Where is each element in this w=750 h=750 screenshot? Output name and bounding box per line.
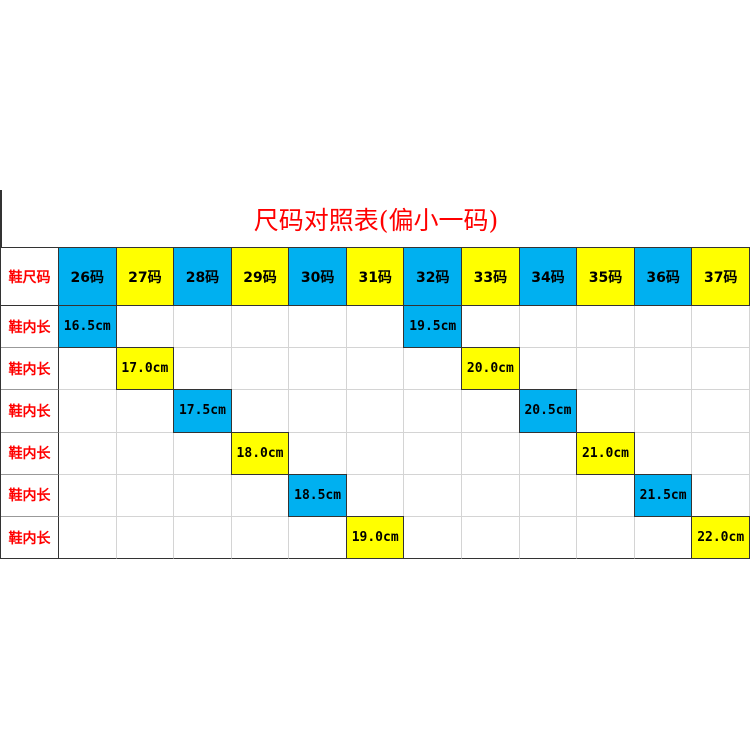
length-cell: 18.5cm (288, 473, 347, 517)
length-cell: 20.5cm (518, 389, 578, 433)
empty-cell (692, 474, 750, 517)
size-header: 37码 (692, 248, 750, 306)
empty-cell (692, 306, 750, 349)
empty-cell (404, 390, 463, 433)
empty-cell (289, 390, 347, 433)
empty-cell (289, 516, 347, 560)
size-header: 28码 (174, 248, 232, 306)
empty-cell (462, 516, 520, 560)
row-label: 鞋内长 (1, 474, 59, 517)
size-header: 32码 (404, 248, 463, 306)
empty-cell (346, 432, 405, 475)
empty-cell (116, 432, 175, 475)
length-cell: 17.5cm (173, 389, 232, 433)
empty-cell (462, 390, 520, 433)
empty-cell (231, 306, 290, 349)
size-header: 34码 (519, 248, 578, 306)
header-label: 鞋尺码 (1, 248, 59, 306)
empty-cell (577, 390, 635, 433)
length-cell: 21.0cm (576, 431, 635, 475)
row-label: 鞋内长 (1, 348, 59, 391)
empty-cell (404, 516, 463, 560)
empty-cell (289, 306, 347, 349)
size-header: 26码 (59, 248, 117, 306)
row-label: 鞋内长 (1, 390, 59, 433)
empty-cell (346, 474, 405, 517)
row-label: 鞋内长 (1, 516, 59, 560)
empty-cell (519, 348, 578, 391)
size-table: 鞋尺码 26码 27码 28码 29码 30码 31码 32码 33码 34码 35码 36码 37码鞋… (0, 247, 750, 560)
empty-cell (174, 474, 232, 517)
length-cell: 17.0cm (115, 347, 175, 391)
row-label: 鞋内长 (1, 306, 59, 349)
empty-cell (174, 306, 232, 349)
empty-cell (289, 348, 347, 391)
empty-cell (346, 390, 405, 433)
length-cell: 19.0cm (345, 515, 405, 560)
empty-cell (116, 516, 175, 560)
empty-cell (634, 348, 693, 391)
size-header: 30码 (289, 248, 347, 306)
empty-cell (231, 516, 290, 560)
empty-cell (519, 516, 578, 560)
length-cell: 18.0cm (230, 431, 290, 475)
empty-cell (116, 306, 175, 349)
size-header: 27码 (116, 248, 175, 306)
empty-cell (634, 432, 693, 475)
empty-cell (634, 516, 693, 560)
empty-cell (231, 474, 290, 517)
empty-cell (577, 348, 635, 391)
size-header: 33码 (462, 248, 520, 306)
empty-cell (59, 474, 117, 517)
empty-cell (519, 474, 578, 517)
empty-cell (519, 306, 578, 349)
size-header: 29码 (231, 248, 290, 306)
empty-cell (692, 390, 750, 433)
empty-cell (346, 306, 405, 349)
empty-cell (692, 432, 750, 475)
length-cell: 21.5cm (633, 473, 693, 517)
length-cell: 19.5cm (403, 305, 463, 349)
empty-cell (174, 432, 232, 475)
length-cell: 16.5cm (58, 305, 117, 349)
row-label: 鞋内长 (1, 432, 59, 475)
empty-cell (577, 474, 635, 517)
chart-title: 尺码对照表(偏小一码) (0, 190, 750, 247)
length-cell: 22.0cm (691, 515, 750, 560)
empty-cell (577, 306, 635, 349)
empty-cell (174, 348, 232, 391)
empty-cell (59, 390, 117, 433)
empty-cell (634, 306, 693, 349)
empty-cell (462, 306, 520, 349)
empty-cell (174, 516, 232, 560)
size-header: 35码 (577, 248, 635, 306)
empty-cell (634, 390, 693, 433)
empty-cell (59, 348, 117, 391)
empty-cell (59, 516, 117, 560)
empty-cell (519, 432, 578, 475)
empty-cell (462, 432, 520, 475)
empty-cell (116, 474, 175, 517)
size-chart: 尺码对照表(偏小一码) 鞋尺码 26码 27码 28码 29码 30码 31码 32码 33码 3… (0, 190, 750, 560)
empty-cell (231, 348, 290, 391)
empty-cell (404, 432, 463, 475)
empty-cell (59, 432, 117, 475)
empty-cell (404, 348, 463, 391)
size-header: 36码 (634, 248, 693, 306)
empty-cell (692, 348, 750, 391)
empty-cell (346, 348, 405, 391)
empty-cell (577, 516, 635, 560)
empty-cell (462, 474, 520, 517)
length-cell: 20.0cm (461, 347, 520, 391)
empty-cell (231, 390, 290, 433)
empty-cell (404, 474, 463, 517)
empty-cell (116, 390, 175, 433)
size-header: 31码 (346, 248, 405, 306)
empty-cell (289, 432, 347, 475)
